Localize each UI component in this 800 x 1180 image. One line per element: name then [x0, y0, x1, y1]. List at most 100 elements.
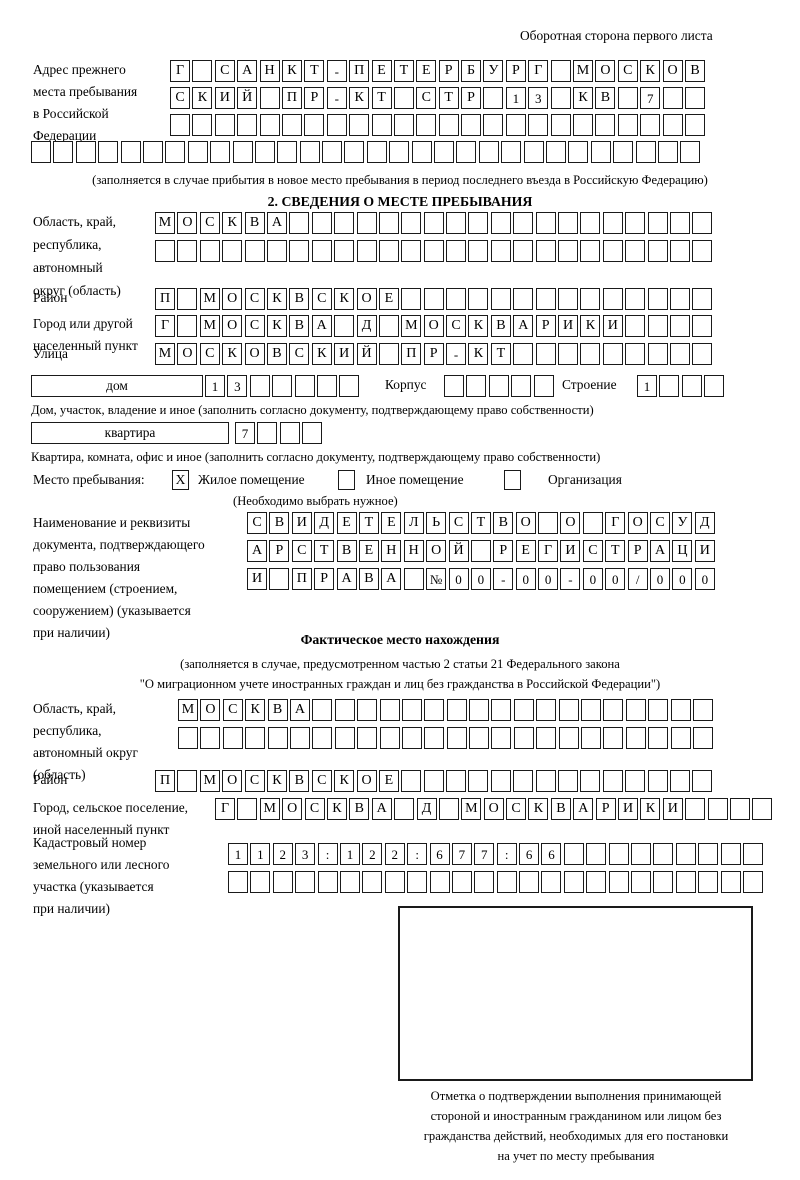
cadastral-row-2[interactable] [228, 871, 763, 893]
char-cell[interactable] [550, 114, 571, 136]
char-cell[interactable] [595, 114, 616, 136]
char-cell[interactable]: С [247, 512, 267, 534]
char-cell[interactable]: О [177, 343, 198, 365]
char-cell[interactable]: О [595, 60, 616, 82]
char-cell[interactable]: В [358, 568, 379, 590]
char-cell[interactable] [384, 871, 405, 893]
char-cell[interactable]: Р [595, 798, 616, 820]
char-cell[interactable]: В [336, 540, 357, 562]
char-cell[interactable] [580, 240, 601, 262]
char-cell[interactable] [505, 114, 526, 136]
char-cell[interactable] [648, 727, 669, 749]
char-cell[interactable]: - [493, 568, 514, 590]
char-cell[interactable]: 0 [448, 568, 469, 590]
char-cell[interactable] [222, 727, 243, 749]
char-cell[interactable]: Б [461, 60, 482, 82]
char-cell[interactable] [491, 727, 512, 749]
char-cell[interactable] [272, 375, 293, 397]
char-cell[interactable] [558, 343, 579, 365]
char-cell[interactable]: Е [371, 60, 392, 82]
char-cell[interactable]: С [244, 315, 265, 337]
char-cell[interactable] [669, 212, 690, 234]
char-cell[interactable]: Й [448, 540, 469, 562]
char-cell[interactable]: О [222, 288, 243, 310]
char-cell[interactable] [550, 60, 571, 82]
char-cell[interactable] [631, 871, 652, 893]
char-cell[interactable]: Е [416, 60, 437, 82]
char-cell[interactable] [177, 240, 198, 262]
char-cell[interactable]: : [317, 843, 338, 865]
char-cell[interactable] [228, 871, 248, 893]
char-cell[interactable] [326, 114, 347, 136]
char-cell[interactable] [535, 240, 556, 262]
char-cell[interactable]: Р [505, 60, 526, 82]
char-cell[interactable] [339, 871, 360, 893]
char-cell[interactable]: Н [403, 540, 424, 562]
char-cell[interactable]: Й [356, 343, 377, 365]
char-cell[interactable] [411, 141, 432, 163]
char-cell[interactable] [491, 699, 512, 721]
char-cell[interactable]: К [334, 288, 355, 310]
char-cell[interactable]: К [266, 288, 287, 310]
char-cell[interactable]: Р [627, 540, 648, 562]
char-cell[interactable]: 7 [474, 843, 495, 865]
char-cell[interactable] [580, 343, 601, 365]
stroenie-cells[interactable]: 1 [637, 375, 725, 397]
char-cell[interactable]: К [281, 60, 302, 82]
char-cell[interactable] [513, 288, 534, 310]
char-cell[interactable] [289, 240, 310, 262]
char-cell[interactable] [692, 288, 713, 310]
char-cell[interactable] [187, 141, 208, 163]
char-cell[interactable] [625, 315, 646, 337]
char-cell[interactable]: П [401, 343, 422, 365]
char-cell[interactable] [613, 141, 634, 163]
char-cell[interactable] [603, 727, 624, 749]
char-cell[interactable] [545, 141, 566, 163]
char-cell[interactable] [586, 843, 607, 865]
char-cell[interactable]: 1 [339, 843, 360, 865]
char-cell[interactable] [692, 240, 713, 262]
char-cell[interactable] [490, 288, 511, 310]
char-cell[interactable]: Г [605, 512, 626, 534]
char-cell[interactable]: А [381, 568, 402, 590]
char-cell[interactable] [752, 798, 773, 820]
char-cell[interactable]: С [199, 343, 220, 365]
char-cell[interactable] [299, 141, 320, 163]
char-cell[interactable]: С [244, 770, 265, 792]
char-cell[interactable]: Е [336, 512, 357, 534]
char-cell[interactable]: К [349, 87, 370, 109]
char-cell[interactable] [334, 315, 355, 337]
char-cell[interactable]: А [311, 315, 332, 337]
char-cell[interactable]: С [214, 60, 235, 82]
char-cell[interactable] [357, 727, 378, 749]
char-cell[interactable]: С [617, 60, 638, 82]
char-cell[interactable] [165, 141, 186, 163]
char-cell[interactable]: С [304, 798, 325, 820]
char-cell[interactable] [371, 114, 392, 136]
char-cell[interactable] [490, 240, 511, 262]
char-cell[interactable] [339, 375, 360, 397]
char-cell[interactable]: Д [314, 512, 335, 534]
char-cell[interactable] [602, 212, 623, 234]
char-cell[interactable] [608, 843, 629, 865]
char-cell[interactable] [389, 141, 410, 163]
char-cell[interactable] [692, 315, 713, 337]
char-cell[interactable] [698, 843, 719, 865]
char-cell[interactable] [451, 871, 472, 893]
char-cell[interactable] [142, 141, 163, 163]
char-cell[interactable] [446, 212, 467, 234]
char-cell[interactable] [513, 240, 534, 262]
checkbox-organizaciya[interactable] [504, 470, 521, 490]
char-cell[interactable] [729, 798, 750, 820]
char-cell[interactable] [586, 871, 607, 893]
char-cell[interactable] [444, 375, 464, 397]
char-cell[interactable] [558, 288, 579, 310]
char-cell[interactable] [434, 141, 455, 163]
char-cell[interactable] [669, 240, 690, 262]
char-cell[interactable]: Т [438, 87, 459, 109]
char-cell[interactable] [602, 240, 623, 262]
char-cell[interactable]: К [222, 212, 243, 234]
char-cell[interactable]: 6 [519, 843, 540, 865]
char-cell[interactable]: Р [269, 540, 290, 562]
